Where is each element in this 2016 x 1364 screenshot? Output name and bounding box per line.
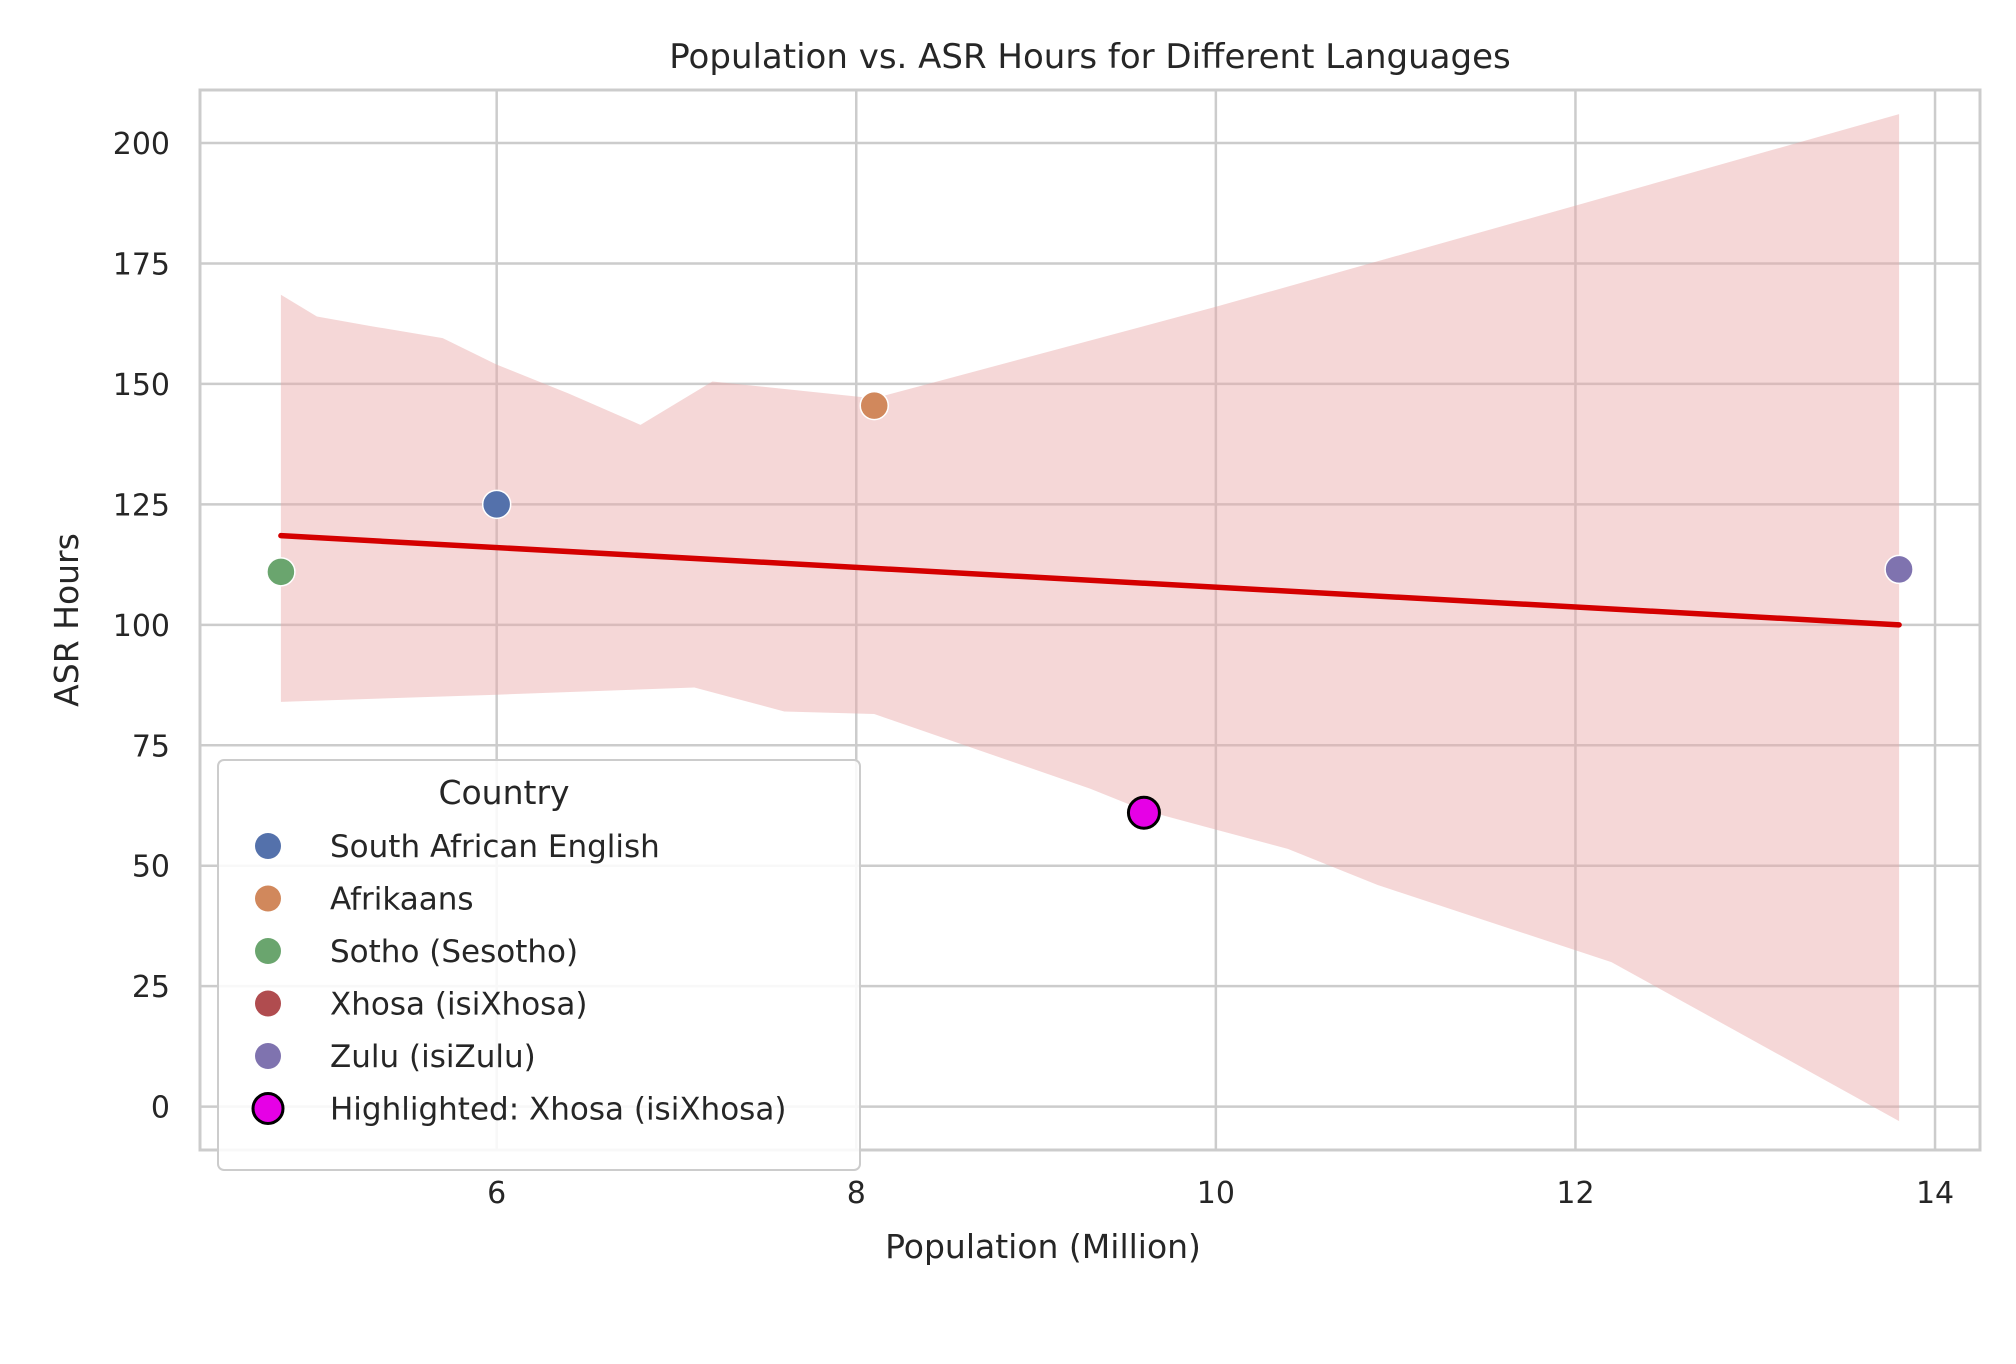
y-tick-label: 25 (132, 970, 170, 1005)
legend-label: Xhosa (isiXhosa) (330, 987, 587, 1023)
data-point (1884, 554, 1914, 585)
x-tick-label: 8 (847, 1176, 866, 1211)
legend-entry: Zulu (isiZulu) (255, 1039, 536, 1075)
legend-box (217, 759, 861, 1171)
plot-frame (198, 88, 1982, 1152)
x-tick-label: 12 (1556, 1176, 1594, 1211)
y-tick-label: 75 (132, 729, 170, 764)
y-tick-label: 150 (113, 368, 170, 403)
legend-label: Zulu (isiZulu) (330, 1039, 536, 1075)
legend-entries: South African English Afrikaans Sotho (Ses… (251, 829, 786, 1128)
regression-line (278, 532, 1902, 628)
data-point (481, 489, 512, 520)
legend-title: Country (438, 773, 569, 812)
y-axis-ticks: 0 25 50 75 100 125 150 175 200 (113, 127, 170, 1126)
y-axis-label: ASR Hours (47, 533, 86, 707)
legend: Country South African EnglishAfrikaansSo… (217, 759, 861, 1171)
legend-marker (255, 1043, 281, 1069)
y-tick-label: 100 (113, 609, 170, 644)
legend-marker (255, 833, 281, 859)
y-tick-label: 0 (151, 1091, 170, 1126)
x-axis-label: Population (Million) (885, 1227, 1201, 1266)
data-point (266, 557, 296, 587)
legend-marker (255, 885, 281, 912)
legend-marker (255, 938, 281, 964)
y-tick-label: 175 (113, 247, 170, 282)
legend-entry: Xhosa (isiXhosa) (255, 987, 587, 1023)
legend-marker (251, 1092, 285, 1125)
x-axis-ticks: 6 8 10 12 14 (487, 1176, 1954, 1211)
y-tick-label: 125 (113, 488, 170, 523)
legend-entry: Highlighted: Xhosa (isiXhosa) (251, 1092, 786, 1128)
y-tick-label: 200 (113, 127, 170, 162)
data-point (859, 390, 889, 421)
legend-entry: South African English (255, 829, 660, 865)
y-tick-label: 50 (132, 850, 170, 885)
x-tick-label: 14 (1916, 1176, 1954, 1211)
highlighted-point (1126, 795, 1161, 830)
legend-marker (255, 990, 281, 1017)
data-points (266, 390, 1914, 830)
chart-title: Population vs. ASR Hours for Different L… (669, 37, 1510, 77)
legend-entry: Afrikaans (255, 882, 474, 918)
legend-label: Afrikaans (330, 882, 474, 918)
legend-label: Sotho (Sesotho) (330, 934, 578, 970)
confidence-band (280, 114, 1900, 1122)
legend-entry: Sotho (Sesotho) (255, 934, 578, 970)
legend-label: South African English (330, 829, 660, 865)
x-tick-label: 6 (487, 1176, 506, 1211)
x-tick-label: 10 (1197, 1176, 1235, 1211)
legend-label: Highlighted: Xhosa (isiXhosa) (330, 1092, 786, 1128)
